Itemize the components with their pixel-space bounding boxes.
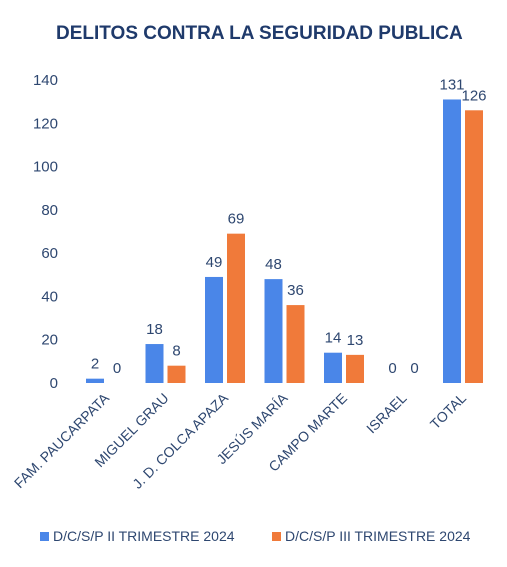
y-tick-label: 140	[33, 72, 58, 89]
bars	[86, 99, 483, 384]
data-label: 0	[410, 360, 418, 377]
bar	[346, 354, 364, 383]
data-label: 131	[439, 76, 464, 93]
data-label: 14	[325, 330, 342, 347]
bar	[145, 344, 164, 383]
bar	[465, 110, 483, 384]
data-label: 0	[113, 360, 121, 377]
bar	[264, 279, 283, 383]
bar	[167, 365, 186, 383]
data-label: 126	[461, 87, 486, 104]
data-label: 0	[388, 360, 396, 377]
legend: D/C/S/P II TRIMESTRE 2024 D/C/S/P III TRI…	[40, 528, 471, 544]
bar	[205, 276, 223, 383]
y-axis: 0 20 40 60 80 100 120 140	[33, 72, 58, 392]
data-label: 8	[172, 343, 180, 360]
legend-swatch	[40, 532, 49, 541]
legend-label: D/C/S/P II TRIMESTRE 2024	[53, 528, 235, 544]
bar	[443, 99, 461, 383]
data-label: 49	[206, 254, 223, 271]
y-tick-label: 120	[33, 115, 58, 132]
x-tick-label: ISRAEL	[363, 390, 410, 437]
bar	[286, 305, 305, 383]
data-label: 69	[228, 211, 245, 228]
y-tick-label: 40	[41, 288, 58, 305]
legend-swatch	[272, 532, 281, 541]
data-label: 36	[287, 282, 304, 299]
data-label: 48	[265, 256, 282, 273]
data-label: 2	[91, 356, 99, 373]
y-tick-label: 60	[41, 245, 58, 262]
y-tick-label: 80	[41, 202, 58, 219]
legend-label: D/C/S/P III TRIMESTRE 2024	[285, 528, 471, 544]
x-tick-label: FAM. PAUCARPATA	[11, 389, 113, 491]
chart-title: DELITOS CONTRA LA SEGURIDAD PUBLICA	[56, 23, 463, 44]
data-label: 13	[347, 332, 364, 349]
y-tick-label: 0	[50, 375, 58, 392]
bar	[227, 233, 245, 383]
x-tick-label: TOTAL	[427, 390, 469, 432]
y-tick-label: 100	[33, 159, 58, 176]
data-label: 18	[146, 321, 163, 338]
bar	[86, 378, 104, 383]
bar	[324, 352, 342, 383]
y-tick-label: 20	[41, 332, 58, 349]
